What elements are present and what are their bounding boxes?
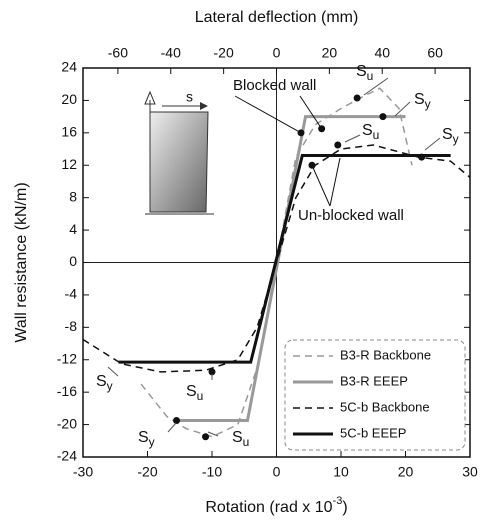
- y-tick-label: -16: [57, 383, 77, 399]
- marker-point: [379, 113, 387, 121]
- annotation-sub: u: [243, 435, 250, 449]
- y-tick-label: -20: [57, 415, 77, 431]
- annotation-text: S: [96, 373, 107, 390]
- x-axis-title: Rotation (rad x 10-3): [205, 495, 347, 516]
- y-tick-label: 12: [61, 156, 77, 172]
- x-tick-label: 30: [462, 464, 478, 480]
- series-line: [140, 87, 413, 438]
- y-tick-label: -12: [57, 350, 77, 366]
- annotation-sub: y: [453, 132, 459, 146]
- annotation-leader: [363, 77, 389, 96]
- annotation-text: S: [356, 63, 367, 80]
- series-line: [82, 144, 471, 373]
- annotation: Su: [356, 63, 373, 83]
- x2-tick-label: 60: [427, 45, 443, 61]
- x2-tick-label: 20: [322, 45, 338, 61]
- series-line: [176, 115, 406, 423]
- x-tick-label: -30: [73, 464, 93, 480]
- inset-wall: [144, 90, 214, 215]
- legend-label: B3-R EEEP: [340, 373, 408, 388]
- annotation: Sy: [96, 373, 113, 393]
- y-tick-label: 20: [61, 91, 77, 107]
- y-tick-label: 16: [61, 124, 77, 140]
- x2-tick-label: 0: [273, 45, 281, 61]
- annotation: Blocked wall: [233, 77, 316, 94]
- x2-tick-label: 40: [374, 45, 390, 61]
- annotation: Sy: [442, 126, 459, 146]
- annotation-text: Un-blocked wall: [298, 207, 404, 224]
- marker-point: [208, 368, 216, 376]
- x-axis-title-sup: -3: [333, 495, 343, 507]
- x2-axis-title: Lateral deflection (mm): [195, 9, 359, 26]
- annotation-leader: [394, 101, 411, 117]
- y-tick-label: -24: [57, 448, 77, 464]
- inset-label: s: [186, 89, 193, 105]
- annotation-leader: [207, 431, 219, 437]
- annotation: Su: [232, 429, 249, 449]
- annotation-sub: u: [367, 69, 374, 83]
- annotation-sub: y: [425, 97, 431, 111]
- annotation-leader: [344, 134, 361, 143]
- annotation-text: Blocked wall: [233, 77, 316, 94]
- annotation: Un-blocked wall: [298, 207, 404, 224]
- annotation-sub: y: [149, 435, 155, 449]
- annotation-text: S: [442, 126, 453, 143]
- annotation-arrow: [311, 165, 331, 207]
- x-tick-label: -20: [137, 464, 157, 480]
- y-tick-label: 8: [69, 188, 77, 204]
- y-tick-label: 24: [61, 59, 77, 75]
- marker-point: [202, 433, 210, 441]
- annotation-text: S: [186, 383, 197, 400]
- marker-point: [173, 417, 181, 425]
- x-tick-label: -10: [202, 464, 222, 480]
- annotation-arrow: [299, 95, 323, 130]
- annotation-text: S: [362, 122, 373, 139]
- x2-tick-label: -60: [108, 45, 128, 61]
- x2-tick-label: -20: [214, 45, 234, 61]
- x-tick-label: 20: [398, 464, 414, 480]
- annotation: Sy: [414, 91, 431, 111]
- y-tick-label: 0: [69, 253, 77, 269]
- annotation-text: S: [138, 429, 149, 446]
- annotation-text: S: [414, 91, 425, 108]
- y-axis-title: Wall resistance (kN/m): [13, 182, 30, 342]
- annotation-sub: u: [373, 128, 380, 142]
- annotation-sub: y: [107, 379, 113, 393]
- annotation-leader: [424, 137, 441, 151]
- annotation-leader: [107, 366, 119, 377]
- annotation: Su: [362, 122, 379, 142]
- legend-box: [284, 339, 466, 451]
- annotation-leader: [167, 422, 177, 433]
- legend-label: B3-R Backbone: [340, 347, 431, 362]
- annotation: Sy: [138, 429, 155, 449]
- marker-point: [418, 153, 426, 161]
- marker-point: [353, 94, 361, 102]
- annotation-text: S: [232, 429, 243, 446]
- legend-label: 5C-b Backbone: [340, 399, 430, 414]
- marker-point: [334, 141, 342, 149]
- annotation-arrow: [234, 95, 302, 134]
- annotation: Su: [186, 383, 203, 403]
- series-line: [118, 154, 451, 364]
- x2-tick-label: -40: [161, 45, 181, 61]
- y-tick-label: -4: [65, 286, 78, 302]
- x-axis-title-end: ): [342, 499, 347, 516]
- annotation-sub: u: [197, 389, 204, 403]
- x-tick-label: 0: [273, 464, 281, 480]
- legend-label: 5C-b EEEP: [340, 425, 406, 440]
- y-tick-label: -8: [65, 318, 78, 334]
- x-tick-label: 10: [333, 464, 349, 480]
- x-axis-title-main: Rotation (rad x 10: [205, 499, 332, 516]
- annotation-arrow: [329, 157, 341, 207]
- y-tick-label: 4: [69, 221, 77, 237]
